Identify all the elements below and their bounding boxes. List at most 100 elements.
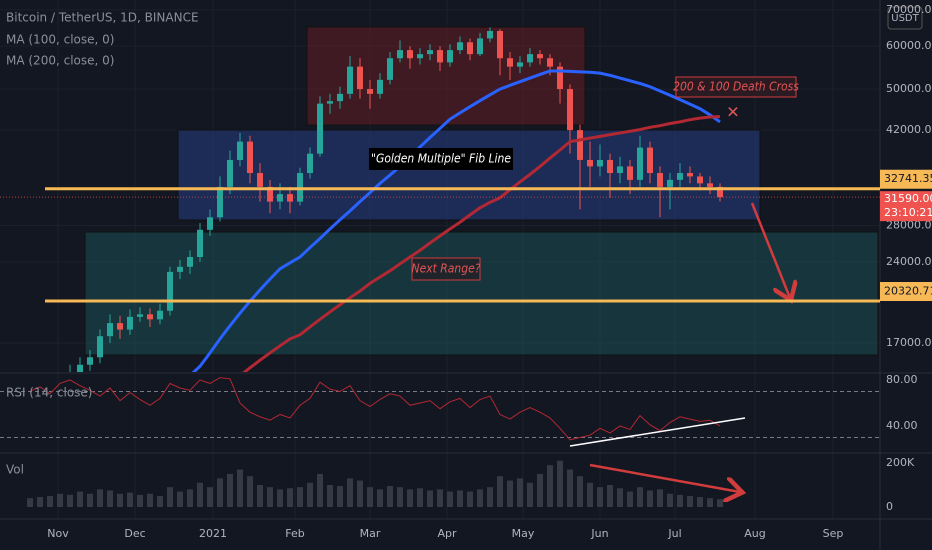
volume-bar (697, 497, 703, 507)
candle-body (37, 401, 43, 406)
candle-body (187, 256, 193, 267)
x-tick-label: Feb (285, 527, 304, 540)
volume-bar (97, 489, 103, 507)
volume-bar (657, 489, 663, 507)
volume-bar (57, 493, 63, 507)
candle-body (97, 336, 103, 358)
candle-body (417, 54, 423, 59)
candle-body (87, 357, 93, 365)
volume-bar (387, 486, 393, 507)
volume-bar (187, 489, 193, 507)
volume-bar (707, 498, 713, 507)
volume-bar (347, 478, 353, 507)
volume-bar (417, 488, 423, 507)
volume-bar (547, 465, 553, 507)
y-tick-label: 50000.00 (886, 82, 932, 95)
candle-body (487, 30, 493, 39)
candle-body (117, 323, 123, 330)
candle-body (497, 30, 503, 59)
candle-body (557, 66, 563, 90)
candle-body (277, 194, 283, 202)
candle-body (657, 173, 663, 187)
candle-body (627, 166, 633, 180)
currency-label[interactable]: USDT (891, 13, 919, 24)
y-tick-label: 24000.00 (886, 255, 932, 268)
volume-bar (407, 489, 413, 507)
annotation: "Golden Multiple" Fib Line (371, 152, 511, 166)
x-tick-label: 2021 (199, 527, 227, 540)
y-tick-label: 200K (886, 456, 915, 469)
volume-bar (217, 478, 223, 507)
candle-body (247, 141, 253, 174)
candle-body (527, 54, 533, 63)
volume-bar (227, 473, 233, 507)
candle-body (357, 66, 363, 90)
volume-bar (237, 469, 243, 507)
volume-bar (327, 484, 333, 507)
candle-body (617, 166, 623, 174)
volume-bar (197, 482, 203, 507)
candle-body (377, 79, 383, 94)
volume-bar (587, 482, 593, 507)
volume-bar (527, 482, 533, 507)
currency-button[interactable] (887, 6, 923, 30)
volume-bar (487, 487, 493, 507)
y-tick-label: 80.00 (886, 373, 918, 386)
annotation-box (411, 257, 481, 281)
candle-body (27, 406, 33, 410)
x-tick-label: Mar (360, 527, 381, 540)
ma-line (191, 69, 721, 372)
last-price-box (880, 191, 932, 222)
candle-body (327, 101, 333, 104)
candle-body (137, 314, 143, 317)
level-label: 20320.71 (884, 285, 932, 298)
arrow (589, 463, 740, 492)
candle-body (317, 103, 323, 154)
candle-body (207, 217, 213, 230)
volume-bar (447, 491, 453, 507)
candle-body (447, 50, 453, 63)
candle-body (267, 186, 273, 202)
annotation: 200 & 100 Death Cross (673, 80, 799, 94)
volume-bar (37, 497, 43, 507)
trend-line (569, 417, 746, 447)
candle-body (577, 130, 583, 160)
x-tick-label: Aug (744, 527, 765, 540)
cross-marker: ✕ (726, 103, 739, 122)
volume-bar (267, 487, 273, 507)
volume-bar (277, 489, 283, 507)
candle-body (707, 183, 713, 187)
last-price-label: 31590.00 (884, 192, 932, 205)
pane-title: RSI (14, close) (6, 386, 92, 400)
volume-bar (167, 487, 173, 507)
volume-bar (137, 494, 143, 507)
candle-body (77, 364, 83, 372)
volume-bar (537, 473, 543, 507)
y-tick-label: 60000.00 (886, 39, 932, 52)
candle-body (287, 194, 293, 202)
x-tick-label: Jun (590, 527, 608, 540)
volume-bar (627, 491, 633, 507)
arrow (750, 202, 790, 298)
candle-body (547, 58, 553, 67)
x-tick-label: Dec (124, 527, 145, 540)
level-label: 32741.35 (884, 172, 932, 185)
candle-body (407, 50, 413, 59)
volume-bar (297, 487, 303, 507)
candle-body (717, 186, 723, 198)
volume-bar (497, 476, 503, 507)
volume-bar (27, 498, 33, 507)
volume-bar (397, 487, 403, 507)
y-tick-label: 28000.00 (886, 219, 932, 232)
candle-body (127, 316, 133, 330)
volume-bar (557, 460, 563, 507)
candle-body (567, 89, 573, 131)
candle-body (607, 159, 613, 174)
volume-bar (507, 480, 513, 507)
candle-body (217, 186, 223, 218)
indicator-label: MA (200, close, 0) (6, 54, 114, 68)
volume-bar (337, 486, 343, 507)
candle-body (387, 58, 393, 80)
candle-body (397, 50, 403, 59)
range-box-low (84, 231, 879, 356)
